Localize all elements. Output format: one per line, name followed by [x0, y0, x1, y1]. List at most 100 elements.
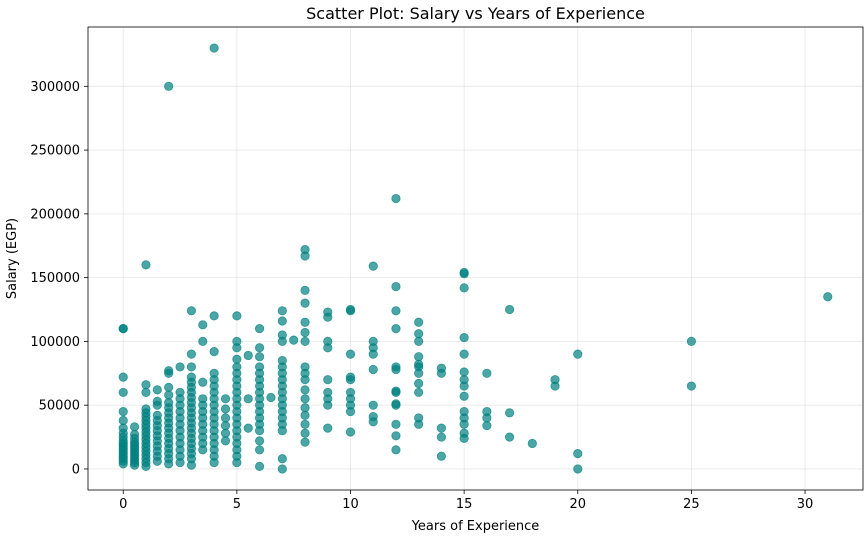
data-point	[254, 445, 265, 455]
data-point	[345, 306, 356, 316]
data-point	[391, 419, 401, 429]
data-point	[459, 269, 469, 279]
data-point	[164, 459, 174, 469]
data-point	[414, 317, 424, 327]
data-point	[300, 419, 310, 429]
data-point	[186, 362, 197, 372]
data-point	[391, 445, 401, 455]
data-point	[220, 428, 231, 438]
data-point	[686, 381, 697, 391]
data-point	[300, 410, 310, 420]
data-point	[186, 349, 197, 359]
data-point	[368, 364, 378, 375]
data-point	[459, 381, 469, 391]
data-point	[391, 431, 401, 441]
data-point	[300, 317, 310, 327]
data-point	[436, 451, 447, 461]
data-point	[209, 311, 219, 321]
data-point	[220, 413, 231, 423]
data-point	[141, 387, 151, 398]
data-point	[300, 403, 310, 413]
data-point	[277, 454, 287, 464]
data-point	[300, 327, 310, 338]
data-point	[254, 343, 265, 353]
data-point	[300, 285, 310, 295]
data-point	[323, 400, 333, 410]
y-tick-label: 150000	[30, 271, 80, 286]
data-point	[459, 283, 469, 293]
data-point	[323, 312, 333, 322]
data-point	[414, 329, 424, 339]
x-tick-label: 20	[569, 497, 586, 512]
data-point	[152, 385, 162, 395]
data-point	[129, 460, 140, 470]
x-tick-label: 25	[683, 497, 700, 512]
data-point	[277, 316, 287, 326]
y-tick-label: 50000	[39, 399, 80, 414]
data-point	[414, 419, 424, 429]
data-point	[391, 193, 401, 204]
data-point	[391, 400, 401, 410]
data-point	[254, 426, 265, 436]
data-point	[254, 324, 265, 334]
data-point	[504, 408, 515, 418]
data-point	[198, 377, 208, 387]
data-point	[345, 349, 356, 359]
data-point	[209, 347, 219, 357]
data-point	[164, 81, 174, 91]
x-tick-label: 0	[119, 497, 127, 512]
data-point	[118, 324, 128, 334]
data-point	[266, 392, 276, 403]
data-point	[198, 336, 208, 347]
data-point	[243, 350, 253, 361]
y-axis-ticks: 0 50000 100000 150000 200000 250000 300000	[30, 80, 88, 477]
data-point	[277, 306, 287, 316]
chart-title: Scatter Plot: Salary vs Years of Experie…	[306, 4, 645, 23]
y-tick-label: 200000	[30, 207, 80, 222]
y-tick-label: 250000	[30, 144, 80, 159]
data-points	[118, 43, 833, 474]
data-point	[198, 320, 208, 330]
data-point	[300, 336, 310, 347]
data-point	[573, 449, 583, 459]
x-axis-ticks: 0 5 10 15 20 25 30	[119, 490, 813, 512]
data-point	[391, 324, 401, 334]
data-point	[368, 417, 378, 427]
y-tick-label: 0	[72, 462, 80, 477]
y-tick-label: 100000	[30, 335, 80, 350]
data-point	[220, 436, 231, 446]
data-point	[414, 368, 424, 378]
data-point	[459, 349, 469, 359]
data-point	[300, 298, 310, 308]
data-point	[550, 381, 560, 391]
data-point	[232, 311, 242, 321]
data-point	[300, 428, 310, 438]
data-point	[175, 362, 185, 372]
data-point	[345, 427, 356, 437]
data-point	[243, 423, 253, 433]
data-point	[254, 461, 265, 471]
data-point	[243, 394, 253, 404]
data-point	[254, 352, 265, 362]
data-point	[141, 260, 151, 270]
data-point	[209, 43, 219, 53]
data-point	[186, 460, 197, 470]
data-point	[152, 456, 162, 466]
plot-frame	[87, 26, 864, 491]
data-point	[436, 368, 447, 378]
data-point	[459, 419, 469, 429]
data-point	[277, 464, 287, 474]
x-tick-label: 15	[456, 497, 473, 512]
data-point	[573, 464, 583, 474]
data-point	[345, 406, 356, 417]
data-point	[573, 349, 583, 359]
data-point	[482, 420, 492, 431]
data-point	[209, 457, 219, 468]
data-point	[118, 406, 128, 417]
data-point	[254, 436, 265, 446]
data-point	[414, 387, 424, 398]
data-point	[220, 404, 231, 414]
data-point	[391, 281, 401, 292]
data-point	[300, 251, 310, 261]
